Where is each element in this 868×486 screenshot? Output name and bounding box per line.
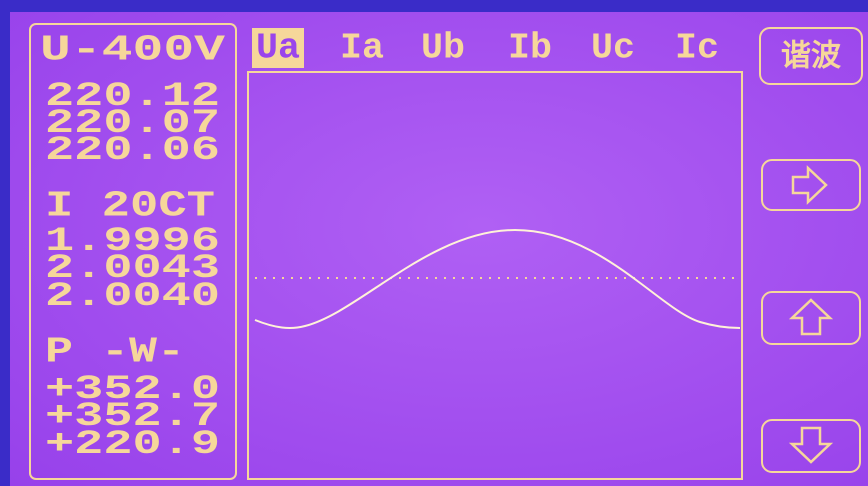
button-label[interactable]: 谐波 <box>781 39 842 74</box>
channel-tab[interactable]: Uc <box>591 28 635 69</box>
readings: U-400V 220.12 220.07 220.06 I 20CT 1.999… <box>40 30 226 464</box>
device-screen: U-400V 220.12 220.07 220.06 I 20CT 1.999… <box>0 0 868 486</box>
current-value: 2.0040 <box>45 278 220 316</box>
channel-tab[interactable]: Ic <box>675 28 719 69</box>
power-label: P -W- <box>45 332 185 373</box>
current-label: I 20CT <box>45 186 215 227</box>
channel-tab[interactable]: Ia <box>340 28 384 69</box>
voltage-value: 220.06 <box>45 132 220 170</box>
channel-tab[interactable]: Ib <box>508 28 552 69</box>
channel-tab[interactable]: Ub <box>421 28 465 69</box>
voltage-label: U-400V <box>40 30 226 71</box>
power-value: +220.9 <box>45 426 220 464</box>
channel-tab[interactable]: Ua <box>256 28 300 69</box>
